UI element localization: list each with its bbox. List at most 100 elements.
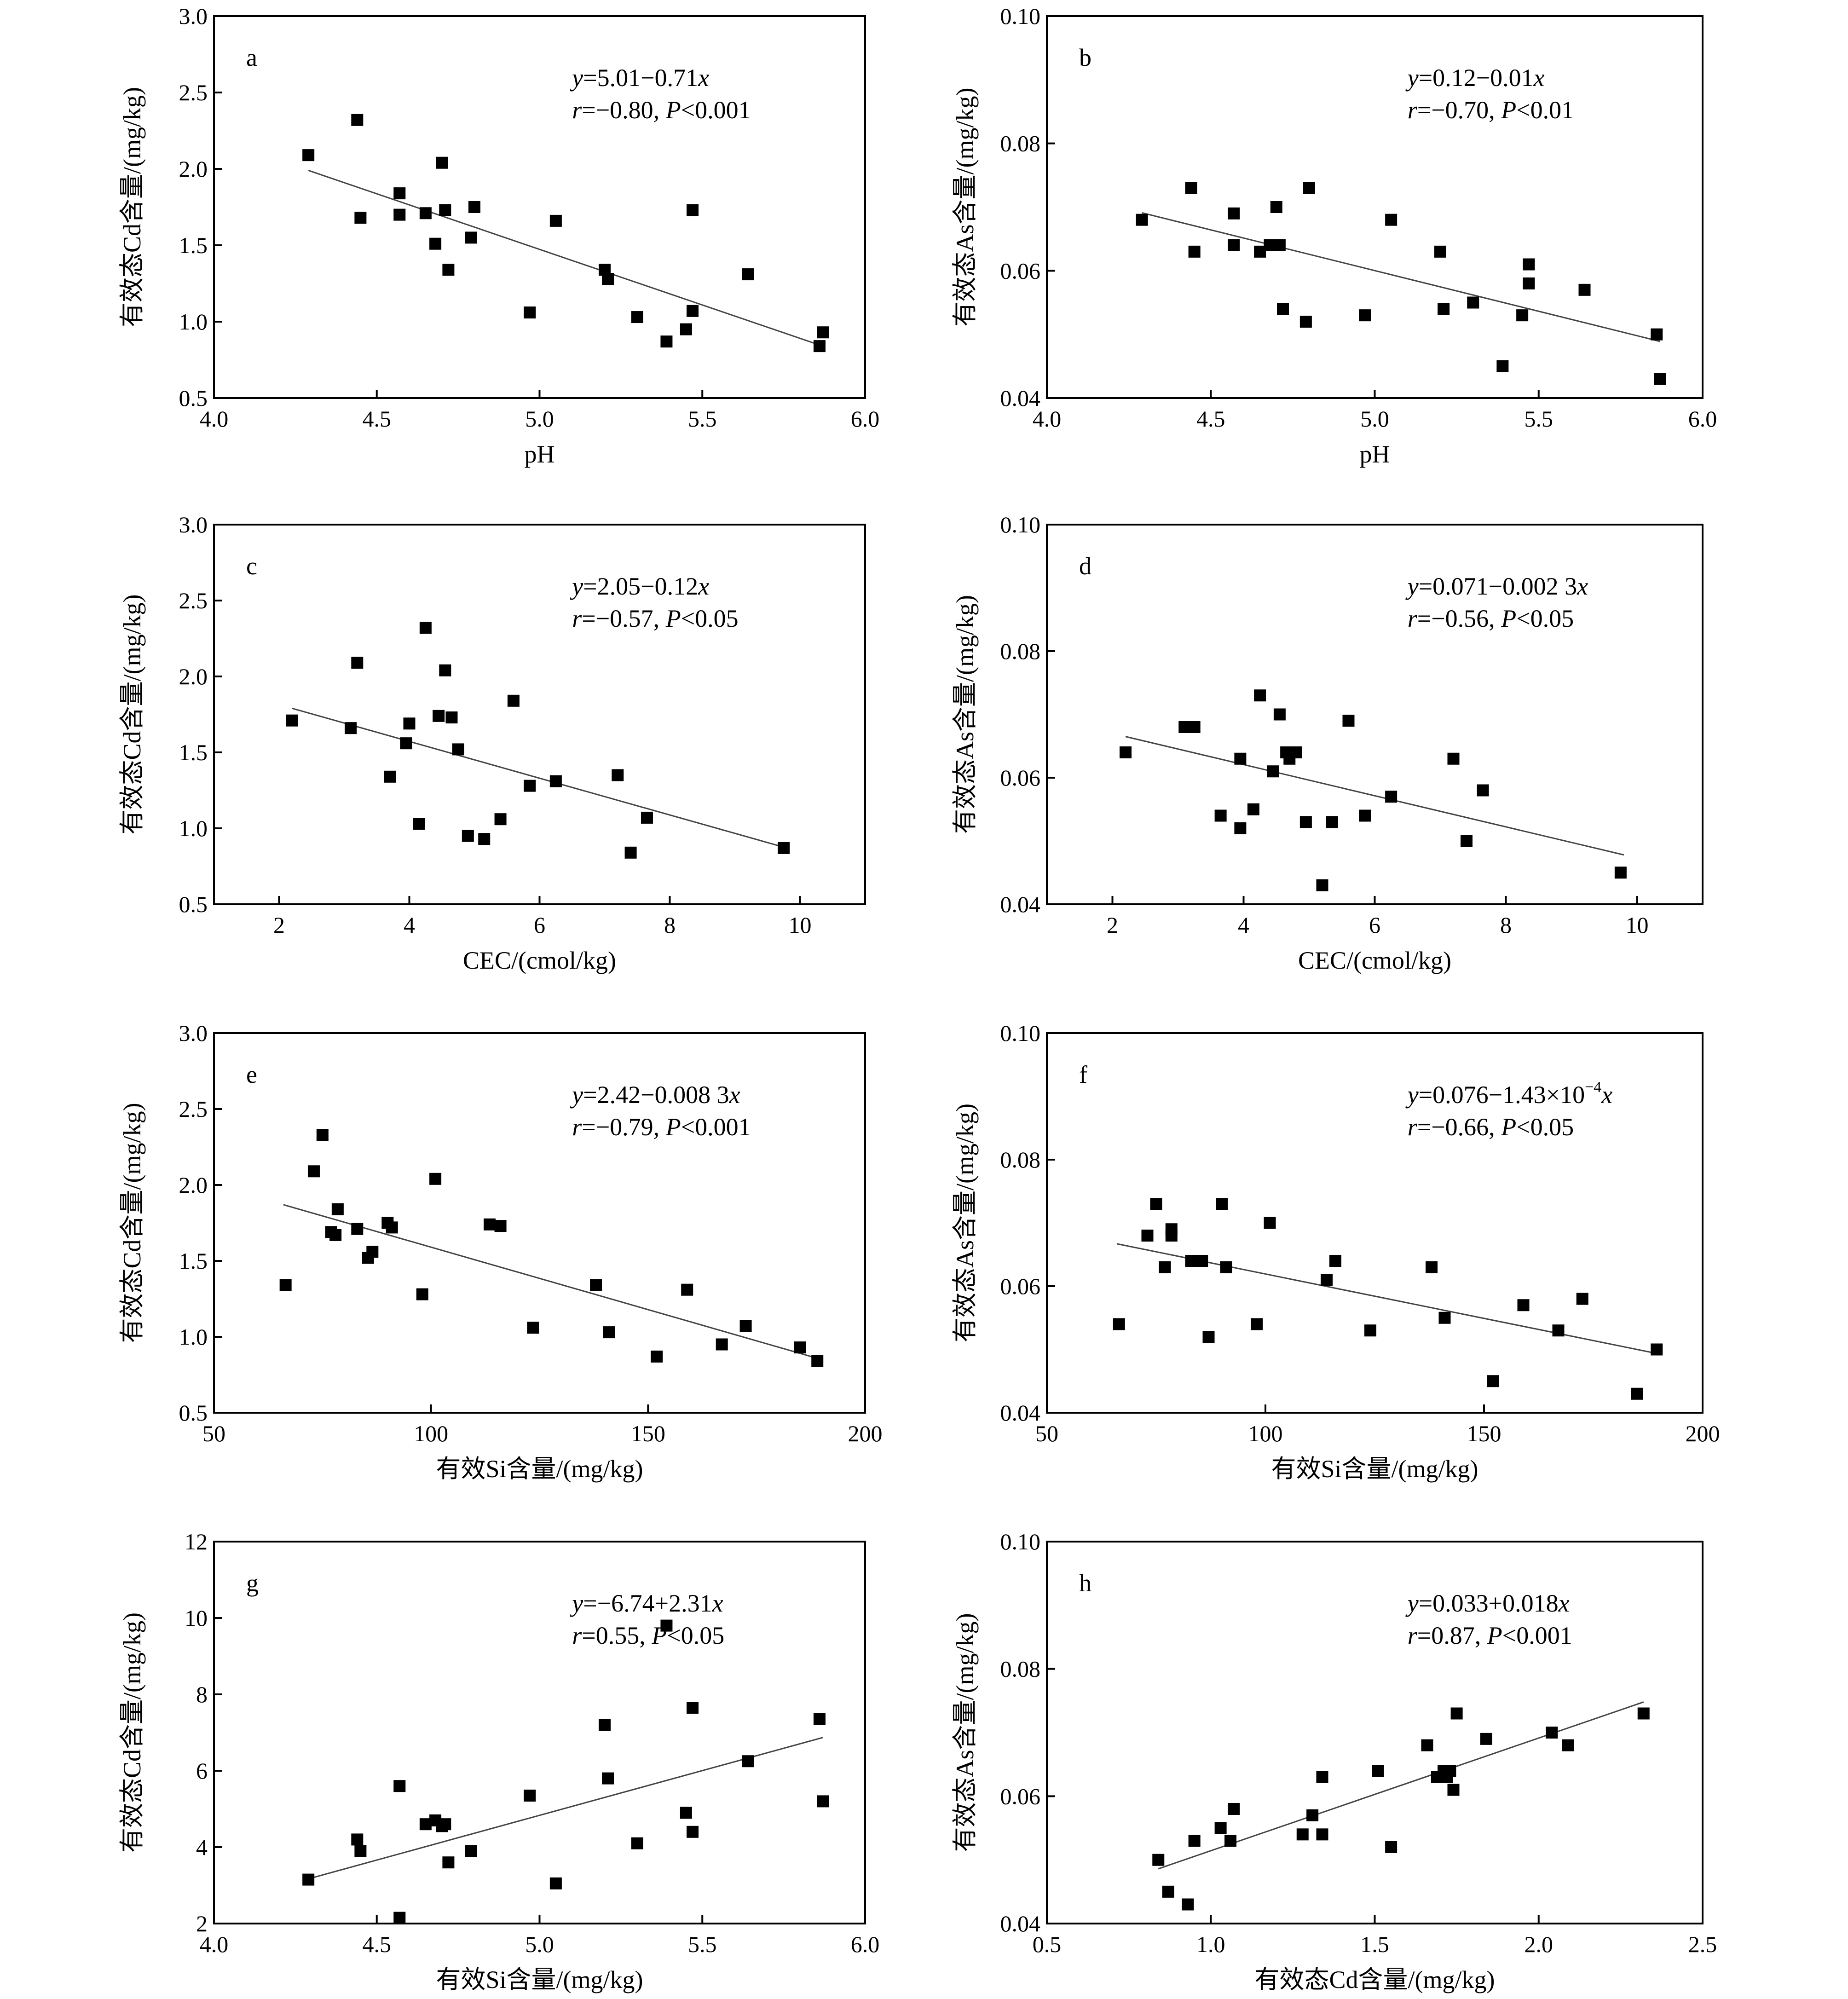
data-point: [1316, 1828, 1328, 1841]
y-tick-label: 0.08: [1000, 638, 1041, 664]
x-tick-label: 8: [664, 912, 676, 938]
data-point: [1216, 1198, 1228, 1210]
regression-stats: r=0.55, P<0.05: [572, 1622, 724, 1649]
y-tick-label: 2: [196, 1911, 208, 1936]
data-point: [302, 149, 315, 162]
y-axis-label: 有效态Cd含量/(mg/kg): [118, 595, 146, 835]
stat-r-value: =−0.80,: [582, 96, 665, 124]
equation-y: y: [570, 572, 583, 600]
data-point: [429, 1173, 442, 1185]
data-point: [1296, 1828, 1309, 1841]
data-point: [302, 1873, 315, 1886]
data-point: [351, 1833, 364, 1846]
data-point: [524, 780, 536, 792]
data-point: [1385, 791, 1398, 803]
equation-y: y: [570, 64, 583, 92]
data-point: [778, 842, 790, 854]
x-tick-label: 4.0: [1033, 406, 1062, 432]
y-tick-label: 0.5: [179, 385, 208, 411]
data-point: [1546, 1727, 1558, 1739]
x-tick-label: 4: [1238, 912, 1249, 938]
data-point: [549, 214, 562, 227]
data-point: [602, 1772, 614, 1785]
panel-g: 4.0 4.5 5.0 5.5 6.0 2 4 6 8 10 12 有效Si含量/(mg/kg) 有效态…: [118, 1529, 879, 1993]
stat-r: r: [1408, 1113, 1418, 1141]
data-point: [1224, 1835, 1236, 1847]
data-point: [1447, 1784, 1460, 1796]
data-point: [478, 833, 491, 845]
x-tick-label: 10: [1626, 912, 1649, 938]
y-tick-label: 1.5: [179, 232, 208, 258]
data-point: [1202, 1331, 1215, 1343]
y-tick-label: 3.0: [179, 512, 208, 537]
data-point: [813, 340, 826, 352]
equation-x: x: [1558, 1589, 1570, 1617]
data-point: [1467, 296, 1479, 309]
data-point: [1477, 784, 1489, 797]
data-point: [345, 722, 357, 734]
x-axis-label: pH: [1360, 440, 1390, 468]
data-point: [393, 1780, 406, 1792]
equation-y: y: [1405, 1589, 1419, 1617]
y-tick-label: 0.08: [1000, 131, 1041, 156]
x-tick-label: 10: [789, 912, 812, 938]
data-point: [351, 1223, 364, 1235]
data-point: [1228, 239, 1240, 251]
data-point: [1251, 1318, 1263, 1330]
data-point: [590, 1279, 602, 1291]
y-axis-label: 有效态As含量/(mg/kg): [951, 1613, 979, 1852]
data-point: [641, 811, 653, 824]
regression-stats: r=−0.56, P<0.05: [1408, 605, 1574, 632]
equation-rhs: =2.05−0.12: [583, 572, 698, 600]
data-point: [1364, 1324, 1376, 1337]
stat-p: P: [665, 96, 681, 124]
y-tick-label: 0.10: [1000, 1020, 1041, 1046]
data-point: [631, 311, 643, 324]
y-tick-label: 6: [196, 1758, 208, 1784]
y-axis-label: 有效态As含量/(mg/kg): [951, 595, 979, 834]
data-point: [286, 714, 298, 727]
data-point: [386, 1221, 398, 1234]
data-point: [1264, 1217, 1276, 1229]
data-point: [687, 1826, 699, 1838]
stat-r-value: =0.55,: [582, 1622, 652, 1649]
regression-stats: r=−0.66, P<0.05: [1408, 1113, 1574, 1141]
y-tick-label: 0.10: [1000, 512, 1041, 537]
panel-d: 2 4 6 8 10 0.04 0.06 0.08 0.10 CEC/(cmol/kg) 有效态As…: [951, 512, 1704, 974]
data-point: [419, 207, 432, 220]
fit-line: [1158, 1701, 1644, 1870]
equation-x: x: [1577, 572, 1588, 600]
stat-p-value: <0.01: [1516, 96, 1574, 124]
fit-line: [308, 1737, 823, 1880]
data-point: [612, 769, 624, 781]
x-axis-label: 有效Si含量/(mg/kg): [436, 1966, 643, 1993]
data-point: [366, 1246, 379, 1258]
data-point: [1214, 1822, 1227, 1834]
data-point: [329, 1229, 342, 1241]
data-point: [413, 818, 425, 830]
data-point: [1517, 1299, 1530, 1311]
data-point: [739, 1320, 752, 1332]
data-point: [465, 1845, 477, 1857]
data-point: [1254, 689, 1266, 702]
y-tick-label: 0.06: [1000, 1273, 1041, 1299]
data-point: [442, 264, 455, 276]
regression-equation: y=5.01−0.71x: [570, 64, 709, 92]
stat-p-value: <0.05: [1516, 605, 1574, 632]
stat-r-value: =−0.56,: [1417, 605, 1501, 632]
data-point: [403, 717, 416, 730]
panel-label: d: [1079, 552, 1091, 580]
y-tick-label: 0.04: [1000, 891, 1041, 917]
panel-label: b: [1079, 44, 1091, 71]
y-tick-label: 0.06: [1000, 258, 1041, 283]
x-axis-label: CEC/(cmol/kg): [463, 947, 616, 974]
data-point: [1480, 1733, 1492, 1745]
stat-r: r: [1408, 1622, 1418, 1649]
x-tick-label: 4.5: [363, 406, 392, 432]
data-point: [1152, 1854, 1165, 1866]
data-point: [439, 204, 451, 216]
equation-y: y: [1405, 64, 1419, 92]
data-point: [1188, 1835, 1201, 1847]
data-point: [1447, 752, 1460, 765]
data-point: [1516, 309, 1529, 322]
